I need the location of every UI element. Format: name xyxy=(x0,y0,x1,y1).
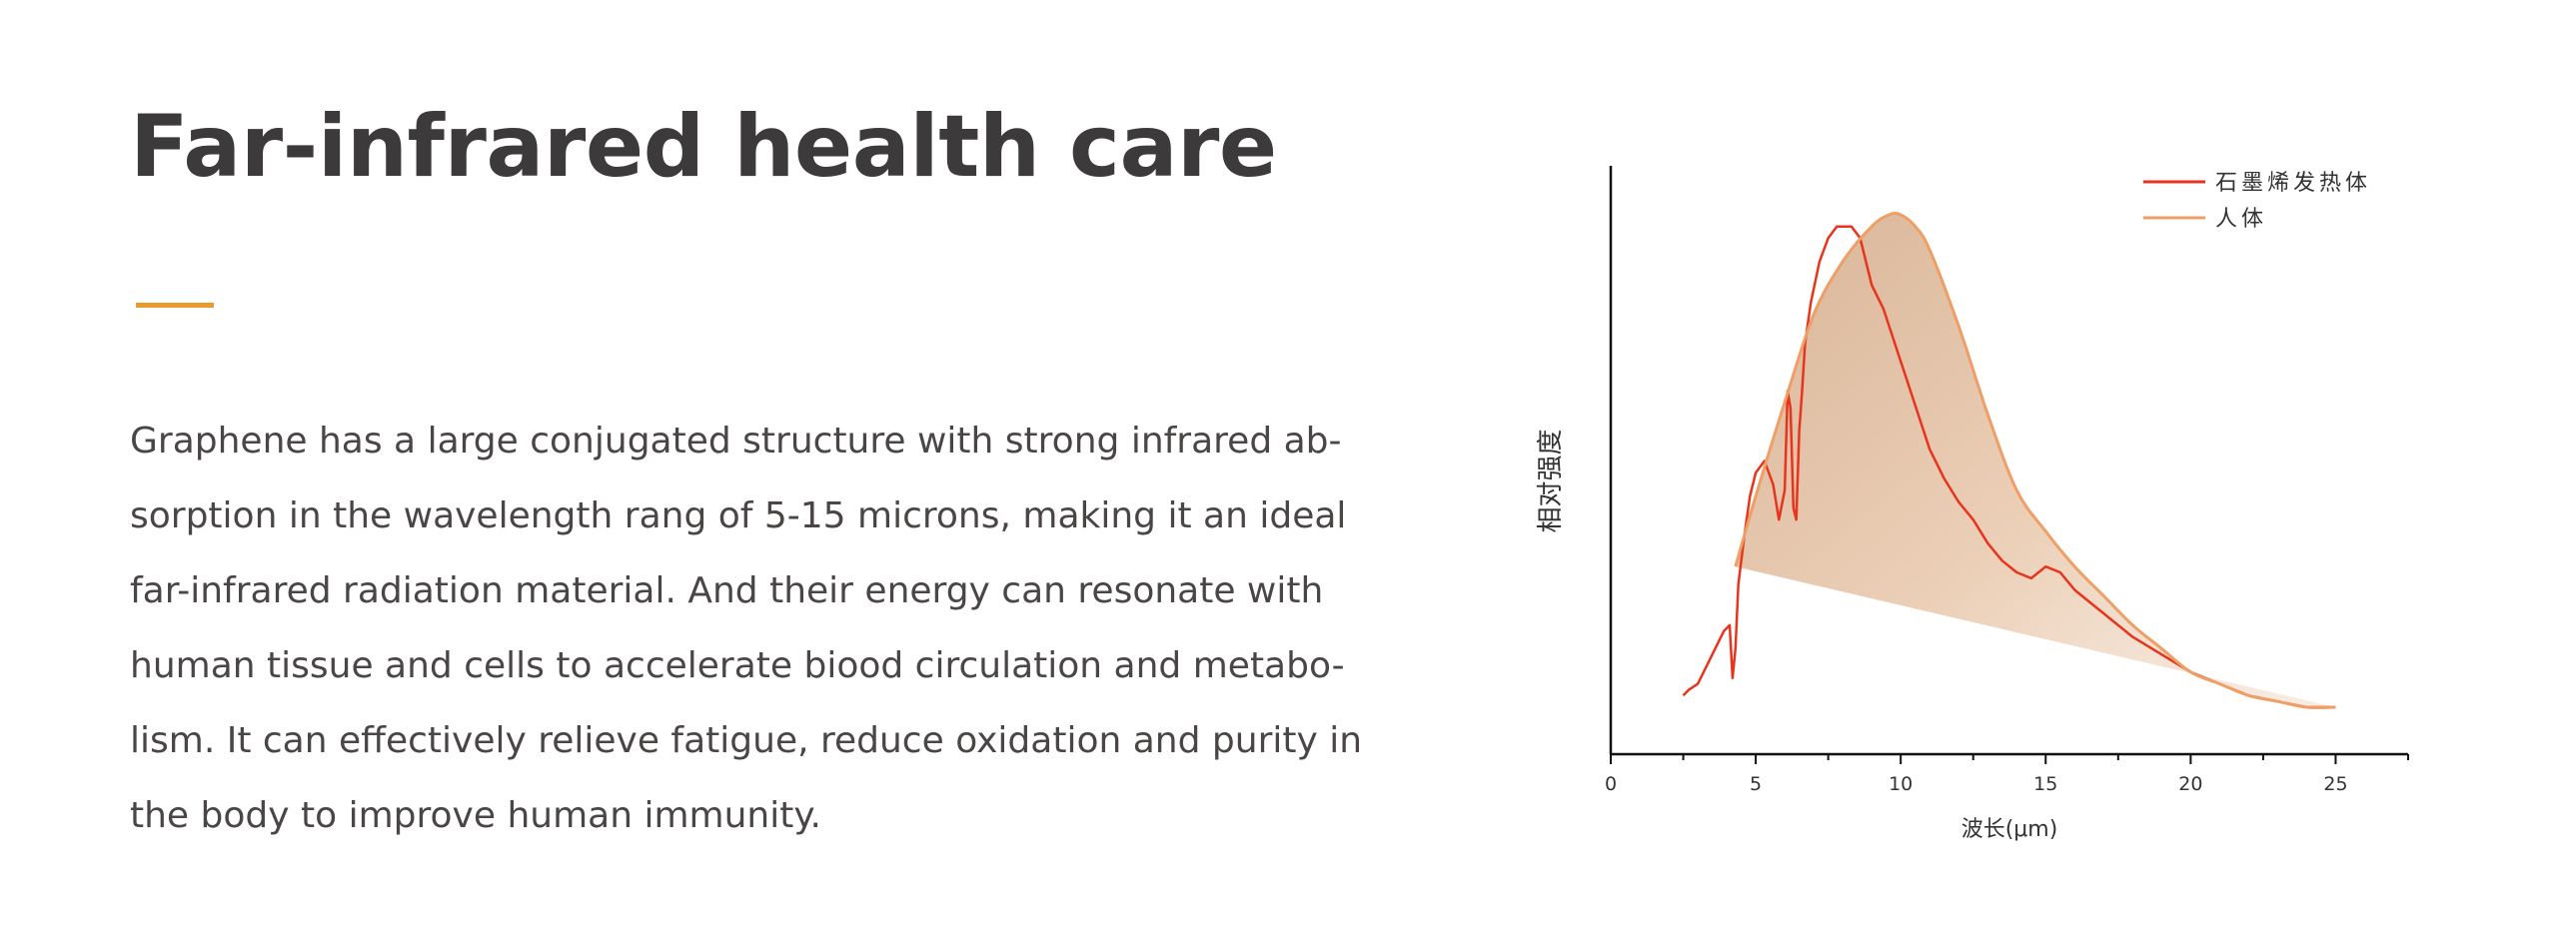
description-paragraph: Graphene has a large conjugated structur… xyxy=(130,404,1363,853)
paragraph-line: sorption in the wavelength rang of 5-15 … xyxy=(130,495,1347,536)
human-body-series-line xyxy=(1734,212,2336,709)
paragraph-line: lism. It can effectively relieve fatigue… xyxy=(130,720,1363,761)
paragraph-line: Graphene has a large conjugated structur… xyxy=(130,421,1342,462)
paragraph-line: the body to improve human immunity. xyxy=(130,795,821,836)
x-tick-label: 15 xyxy=(2033,773,2057,795)
x-tick-label: 5 xyxy=(1750,773,1762,795)
graphene-series-line xyxy=(1682,225,2336,709)
paragraph-line: far-infrared radiation material. And the… xyxy=(130,570,1324,611)
legend-label: 石墨烯发热体 xyxy=(2215,171,2371,196)
x-tick-label: 0 xyxy=(1605,773,1617,795)
legend-label: 人体 xyxy=(2215,207,2267,232)
page-title: Far-infrared health care xyxy=(130,97,1277,197)
x-tick-label: 10 xyxy=(1889,773,1913,795)
x-tick-label: 25 xyxy=(2323,773,2347,795)
y-axis-label: 相对强度 xyxy=(1536,429,1566,532)
title-accent-line xyxy=(136,303,214,308)
paragraph-line: human tissue and cells to accelerate bio… xyxy=(130,645,1345,686)
x-tick-label: 20 xyxy=(2178,773,2202,795)
human-body-area xyxy=(1735,213,2336,708)
x-axis-label: 波长(μm) xyxy=(1961,817,2058,842)
